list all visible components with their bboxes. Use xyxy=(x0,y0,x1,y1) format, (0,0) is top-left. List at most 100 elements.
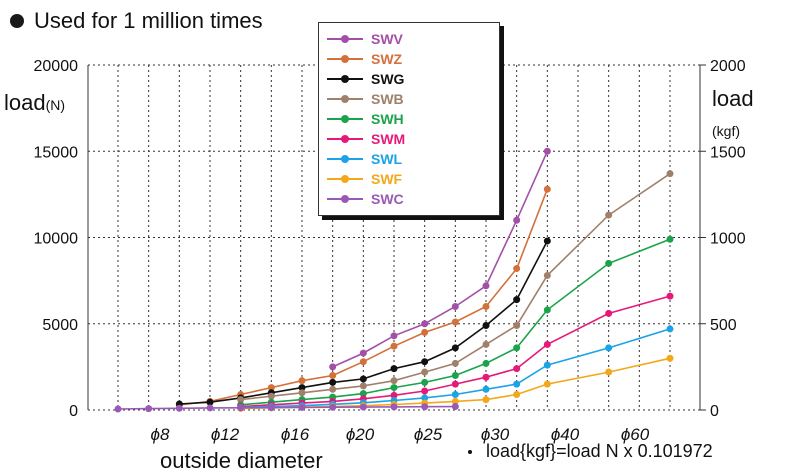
data-point-swv xyxy=(513,216,521,224)
data-point-swc xyxy=(267,404,275,412)
legend-swatch-icon xyxy=(327,114,363,124)
data-point-swz xyxy=(267,384,275,392)
data-point-swz xyxy=(390,342,398,350)
legend-swatch-marker xyxy=(341,155,349,163)
data-point-swl xyxy=(451,390,459,398)
data-point-swc xyxy=(451,403,459,411)
data-point-swl xyxy=(482,385,490,393)
data-point-swb xyxy=(267,392,275,400)
data-point-swb xyxy=(237,396,245,404)
data-point-swc xyxy=(421,403,429,411)
y-right-tick-label: 1500 xyxy=(710,144,746,161)
legend-swatch-icon xyxy=(327,54,363,64)
data-point-swm xyxy=(543,340,551,348)
data-point-swz xyxy=(329,372,337,379)
data-point-swl xyxy=(605,344,613,352)
y-right-unit-wrap: (kgf) xyxy=(712,116,740,142)
data-point-swc xyxy=(237,404,245,412)
data-point-swh xyxy=(543,306,551,314)
data-point-swb xyxy=(329,385,337,393)
data-point-swc xyxy=(390,403,398,411)
legend-label: SWM xyxy=(371,131,406,147)
y-right-tick-label: 0 xyxy=(710,403,719,420)
data-point-swf xyxy=(666,354,674,362)
x-tick-label: ϕ16 xyxy=(281,425,310,444)
legend-swatch-marker xyxy=(341,95,349,103)
data-point-swh xyxy=(451,372,459,379)
legend-swatch-icon xyxy=(327,154,363,164)
data-point-swg xyxy=(482,321,490,329)
data-point-swm xyxy=(513,365,521,373)
data-point-swz xyxy=(513,265,521,273)
axes xyxy=(87,64,706,411)
y-left-unit: (N) xyxy=(45,97,66,113)
data-point-swg xyxy=(513,296,521,304)
data-point-swf xyxy=(605,368,613,376)
data-point-swb xyxy=(543,271,551,279)
data-point-swb xyxy=(605,211,613,219)
series-swv xyxy=(329,147,551,371)
data-point-swl xyxy=(421,394,429,402)
data-point-swb xyxy=(451,359,459,367)
data-point-swb xyxy=(298,389,306,397)
y-right-tick-label: 2000 xyxy=(710,58,746,75)
legend-label: SWL xyxy=(371,151,403,167)
data-point-swv xyxy=(543,147,551,155)
legend-swatch-icon xyxy=(327,134,363,144)
legend-swatch-marker xyxy=(341,55,349,63)
data-point-swz xyxy=(451,318,459,326)
conversion-note-text: load{kgf}=load N x 0.101972 xyxy=(486,441,713,461)
y-left-label-text: load xyxy=(4,90,46,115)
x-tick-label: ϕ20 xyxy=(346,425,375,444)
data-point-swh xyxy=(605,259,613,267)
legend-item-swl: SWL xyxy=(327,151,402,167)
x-tick-label: ϕ25 xyxy=(414,425,443,444)
tick-labels: 0 0 5000 500 10000 1000 15000 1500 20000 2000 ϕ8 ϕ1… xyxy=(34,58,746,444)
data-point-swz xyxy=(298,377,306,385)
legend-label: SWG xyxy=(371,71,405,87)
data-point-swv xyxy=(390,332,398,340)
data-point-swl xyxy=(543,361,551,369)
data-point-swm xyxy=(482,373,490,381)
data-point-swf xyxy=(451,397,459,405)
data-point-swb xyxy=(359,382,367,390)
x-tick-label: ϕ8 xyxy=(151,425,170,444)
note-bullet-icon xyxy=(468,450,472,455)
legend-item-swm: SWM xyxy=(327,131,405,147)
data-point-swc xyxy=(145,405,153,413)
data-point-swm xyxy=(390,391,398,399)
data-point-swc xyxy=(206,404,214,412)
legend-swatch-marker xyxy=(341,195,349,203)
legend-swatch-marker xyxy=(341,75,349,83)
legend-item-swh: SWH xyxy=(327,111,404,127)
data-point-swf xyxy=(543,380,551,388)
y-right-tick-label: 1000 xyxy=(710,231,746,248)
y-left-tick-label: 5000 xyxy=(42,317,78,334)
data-point-swf xyxy=(482,396,490,404)
legend-swatch-marker xyxy=(341,135,349,143)
conversion-note: load{kgf}=load N x 0.101972 xyxy=(468,441,713,462)
legend-label: SWH xyxy=(371,111,404,127)
legend-label: SWV xyxy=(371,31,403,47)
legend-swatch-icon xyxy=(327,94,363,104)
data-point-swg xyxy=(543,237,551,245)
legend-item-swf: SWF xyxy=(327,171,402,187)
data-point-swc xyxy=(114,405,122,413)
series-group xyxy=(114,147,674,413)
legend-label: SWB xyxy=(371,91,404,107)
series-swc xyxy=(114,403,459,413)
data-point-swl xyxy=(513,380,521,388)
data-point-swz xyxy=(359,358,367,366)
x-tick-label: ϕ30 xyxy=(481,425,510,444)
legend-item-swb: SWB xyxy=(327,91,404,107)
data-point-swz xyxy=(421,328,429,336)
data-point-swb xyxy=(513,321,521,329)
data-point-swv xyxy=(451,303,459,310)
y-right-tick-label: 500 xyxy=(710,317,737,334)
data-point-swg xyxy=(206,398,214,406)
data-point-swb xyxy=(666,170,674,178)
chart-title: Used for 1 million times xyxy=(34,8,263,33)
legend-item-swz: SWZ xyxy=(327,51,402,67)
legend-label: SWZ xyxy=(371,51,403,67)
